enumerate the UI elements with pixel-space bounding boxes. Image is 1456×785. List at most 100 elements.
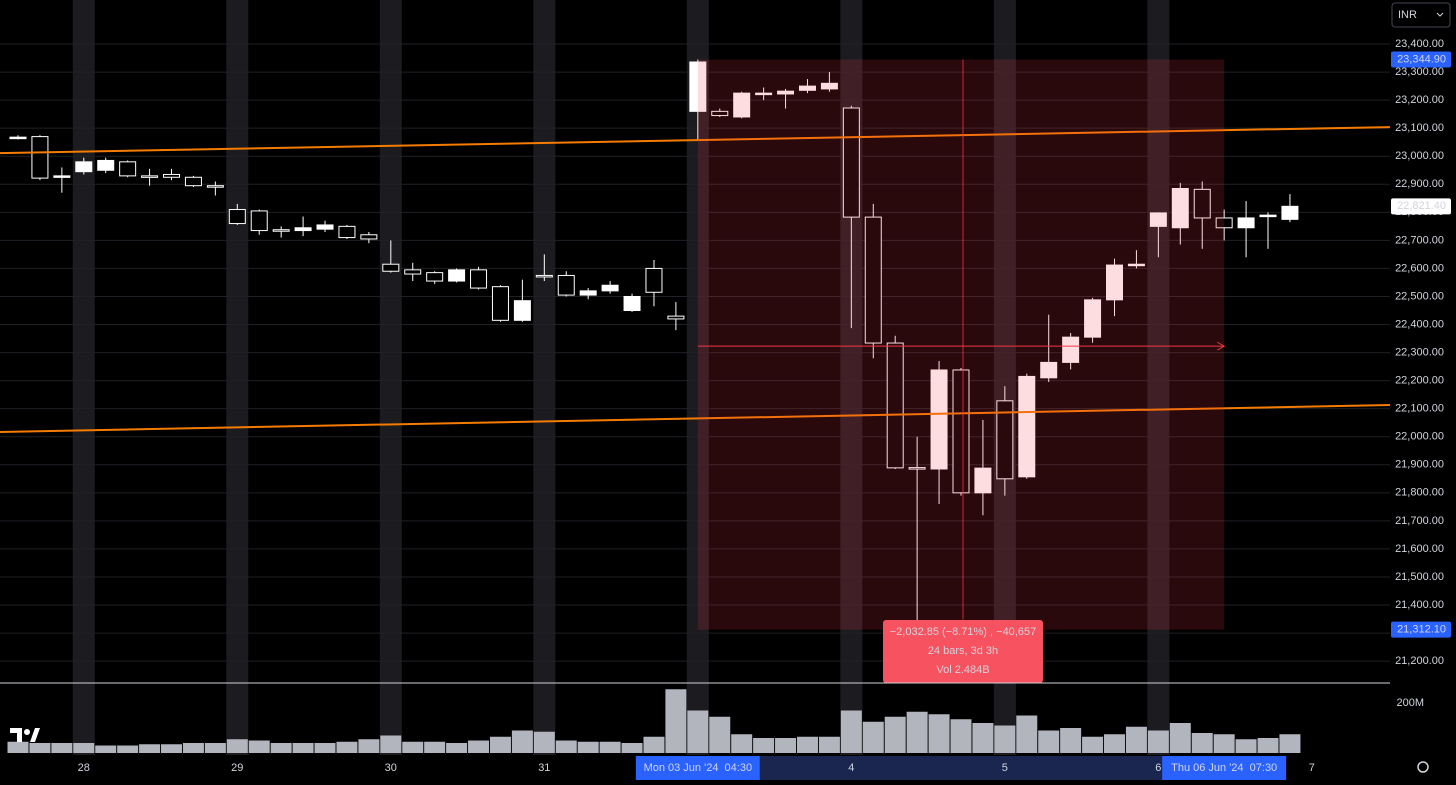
volume-bar: [818, 736, 840, 753]
volume-bar: [1104, 734, 1125, 753]
candle-body: [513, 300, 531, 321]
x-tick-label: 6: [1155, 762, 1161, 774]
y-tick-label: 21,800.00: [1395, 487, 1444, 499]
volume-bar: [950, 719, 972, 753]
candle-body: [930, 369, 948, 470]
session-band: [226, 0, 249, 755]
volume-bar: [533, 731, 555, 753]
candle-body: [316, 224, 334, 230]
volume-bar: [1060, 728, 1082, 753]
y-tick-label: 22,600.00: [1395, 262, 1444, 274]
volume-bar: [731, 734, 753, 753]
currency-selector[interactable]: INR: [1391, 2, 1451, 28]
candle-body: [206, 185, 224, 188]
measure-arrow-head: [1216, 341, 1226, 351]
session-band: [1147, 0, 1170, 755]
logo-part: [10, 728, 22, 742]
candle-body: [579, 290, 597, 296]
currency-label[interactable]: INR: [1398, 9, 1417, 21]
y-tick-label: 23,400.00: [1395, 38, 1444, 50]
settings-button[interactable]: [1417, 761, 1429, 773]
y-tick-label: 22,200.00: [1395, 375, 1444, 387]
y-tick-label: 23,200.00: [1395, 94, 1444, 106]
time-badge-label: Mon 03 Jun '24 04:30: [644, 762, 753, 774]
gear-icon[interactable]: [1417, 761, 1429, 773]
volume-bar: [994, 725, 1016, 753]
candle-body: [733, 92, 751, 118]
volume-bar: [1235, 739, 1257, 753]
y-tick-label: 22,700.00: [1395, 234, 1444, 246]
candle-body: [360, 234, 378, 240]
y-tick-label: 22,500.00: [1395, 290, 1444, 302]
y-tick-label: 22,300.00: [1395, 346, 1444, 358]
candle-body: [974, 467, 992, 494]
dropdown-caret[interactable]: [1436, 12, 1444, 17]
candle-body: [1040, 361, 1058, 379]
candle-body: [535, 274, 553, 278]
volume-bar: [248, 740, 270, 753]
candle-body: [491, 286, 509, 321]
volume-bar: [906, 711, 928, 753]
volume-bar: [1082, 736, 1104, 753]
candle-body: [777, 90, 795, 95]
candle-body: [97, 159, 115, 171]
candle-body: [996, 400, 1014, 480]
price-badge: [1391, 621, 1451, 638]
volume-bar: [796, 736, 818, 753]
x-tick-label: 30: [385, 762, 397, 774]
volume-bar: [775, 738, 797, 753]
candle-body: [798, 85, 816, 91]
candle-body: [1259, 214, 1277, 218]
candle-body: [272, 229, 290, 232]
volume-bar: [29, 743, 51, 753]
time-range-highlight: [759, 756, 1167, 780]
y-tick-label: 21,400.00: [1395, 599, 1444, 611]
volume-bar: [292, 743, 314, 753]
price-badge-label: 23,344.90: [1397, 53, 1446, 65]
volume-bar: [1038, 730, 1060, 753]
candle-body: [689, 61, 707, 112]
price-badge-label: 22,821.40: [1397, 200, 1446, 212]
volume-bar: [884, 716, 906, 753]
volume-bar: [643, 736, 665, 753]
volume-bar: [862, 721, 884, 753]
measure-label: 24 bars, 3d 3h: [928, 645, 998, 657]
candle-body: [1237, 217, 1255, 229]
currency-box[interactable]: [1391, 2, 1451, 28]
volume-bar: [95, 745, 117, 753]
logo-part: [24, 729, 30, 735]
y-tick-label: 22,000.00: [1395, 431, 1444, 443]
time-badge-label: Thu 06 Jun '24 07:30: [1171, 762, 1277, 774]
candle-body: [141, 175, 159, 178]
session-band: [379, 0, 402, 755]
y-tick-label: 21,600.00: [1395, 543, 1444, 555]
candle-body: [382, 263, 400, 272]
volume-bar: [1147, 730, 1169, 753]
y-tick-label: 21,900.00: [1395, 459, 1444, 471]
volume-bar: [1169, 723, 1191, 753]
y-tick-label: 23,100.00: [1395, 122, 1444, 134]
volume-bar: [7, 741, 29, 753]
volume-bar: [840, 710, 862, 753]
volume-bar: [577, 741, 599, 753]
measure-label-box: [882, 620, 1043, 683]
volume-bar: [336, 741, 358, 753]
volume-bar: [402, 741, 424, 753]
price-badge-label: 21,312.10: [1397, 624, 1446, 636]
candle-body: [338, 225, 356, 239]
session-band: [533, 0, 556, 755]
volume-bar: [446, 743, 468, 753]
y-tick-label: 21,500.00: [1395, 571, 1444, 583]
candle-body: [294, 227, 312, 232]
candle-body: [1106, 264, 1123, 301]
volume-bar: [928, 714, 950, 753]
price-badge: [1391, 51, 1451, 68]
tradingview-logo: [10, 728, 40, 742]
candle-body: [645, 267, 663, 293]
volume-tick-label: 200M: [1396, 697, 1424, 709]
measure-label: −2,032.85 (−8.71%) , −40,657: [890, 626, 1036, 638]
volume-bar: [182, 743, 204, 753]
volume-bar: [161, 744, 183, 753]
volume-bar: [270, 743, 292, 753]
